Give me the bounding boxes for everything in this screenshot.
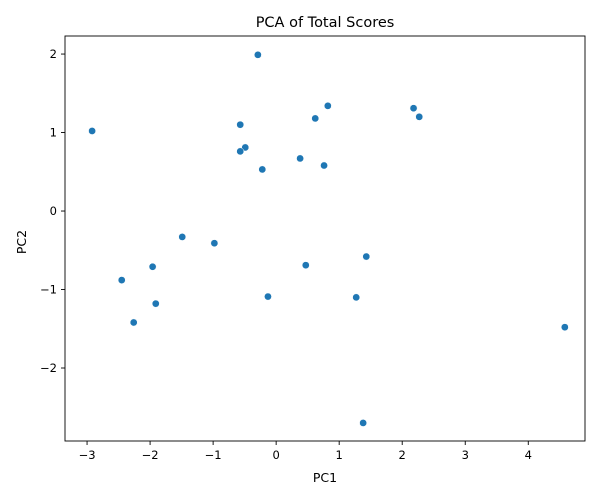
x-tick-label: −1	[205, 448, 222, 462]
scatter-point	[296, 154, 304, 163]
y-tick-label: 0	[50, 204, 57, 218]
scatter-point	[415, 112, 424, 121]
scatter-point	[323, 102, 332, 110]
chart-title: PCA of Total Scores	[256, 15, 395, 31]
scatter-point	[241, 143, 250, 152]
x-tick-label: 3	[462, 448, 469, 462]
scatter-point	[117, 276, 126, 284]
scatter-point	[359, 419, 367, 427]
scatter-point	[560, 323, 569, 332]
scatter-point	[264, 292, 272, 301]
scatter-point	[88, 127, 96, 135]
scatter-point	[148, 262, 157, 271]
x-axis-label: PC1	[313, 470, 337, 485]
scatter-point	[320, 161, 328, 170]
scatter-point	[311, 114, 320, 123]
scatter-point	[258, 165, 267, 174]
y-tick-label: −1	[40, 283, 57, 297]
scatter-point	[236, 120, 245, 129]
x-tick-label: −2	[142, 448, 159, 462]
x-tick-label: 4	[525, 448, 532, 462]
scatter-point	[362, 252, 371, 261]
scatter-point	[236, 147, 245, 156]
axis-ticks: −3 −2 −1 0 1 2 3 4 −2 −1 0 1 2	[40, 47, 532, 462]
y-axis-label: PC2	[14, 230, 29, 254]
y-tick-label: 1	[50, 126, 57, 140]
x-tick-label: −3	[79, 448, 96, 462]
scatter-point	[129, 318, 138, 327]
scatter-point	[301, 261, 310, 270]
scatter-point	[352, 293, 361, 302]
x-tick-label: 2	[399, 448, 406, 462]
y-tick-label: −2	[40, 361, 57, 375]
y-tick-label: 2	[50, 47, 57, 61]
plot-frame	[64, 35, 586, 442]
scatter-point	[409, 104, 418, 113]
scatter-point	[254, 50, 262, 59]
data-points	[88, 50, 569, 427]
scatter-point	[178, 233, 187, 241]
x-tick-label: 1	[336, 448, 343, 462]
scatter-point	[210, 239, 219, 248]
x-tick-label: 0	[272, 448, 279, 462]
scatter-point	[151, 299, 160, 308]
